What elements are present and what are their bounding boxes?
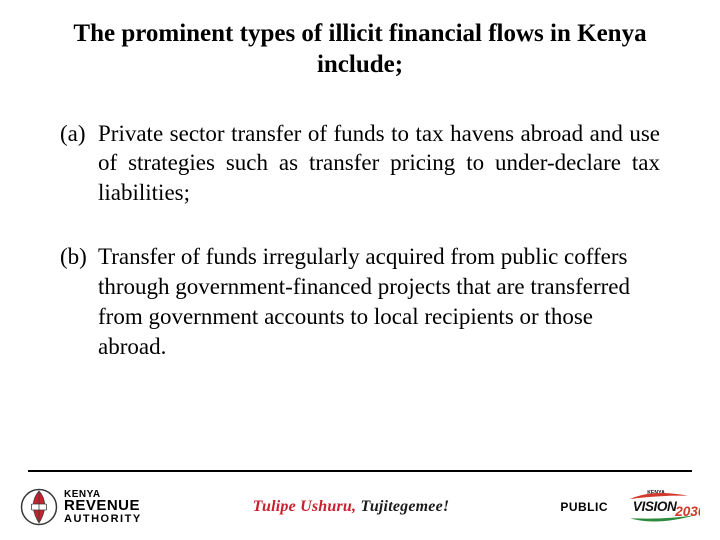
vision-2030-logo: KENYA VISION 2030: [628, 486, 700, 528]
slogan: Tulipe Ushuru, Tujitegemee!: [253, 498, 450, 516]
svg-text:VISION: VISION: [633, 499, 678, 514]
kra-line3: AUTHORITY: [64, 514, 142, 524]
slogan-part2: Tujitegemee!: [360, 498, 449, 515]
slide: The prominent types of illicit financial…: [0, 0, 720, 540]
classification-label: PUBLIC: [560, 500, 608, 514]
content-list: (a)Private sector transfer of funds to t…: [50, 119, 670, 362]
list-item-text: Transfer of funds irregularly acquired f…: [98, 242, 660, 362]
svg-text:2030: 2030: [674, 504, 700, 519]
slogan-part1: Tulipe Ushuru,: [253, 498, 357, 515]
kra-text: KENYA REVENUE AUTHORITY: [64, 490, 142, 524]
footer: KENYA REVENUE AUTHORITY Tulipe Ushuru, T…: [0, 470, 720, 540]
footer-right: PUBLIC KENYA VISION 2030: [560, 486, 700, 528]
list-item: (b)Transfer of funds irregularly acquire…: [60, 242, 660, 362]
kra-emblem-icon: [20, 488, 58, 526]
list-item-text: Private sector transfer of funds to tax …: [98, 119, 660, 209]
footer-divider: [28, 470, 692, 472]
list-item-marker: (a): [60, 119, 98, 209]
slide-title: The prominent types of illicit financial…: [50, 18, 670, 81]
list-item: (a)Private sector transfer of funds to t…: [60, 119, 660, 209]
list-item-marker: (b): [60, 242, 98, 362]
kra-logo: KENYA REVENUE AUTHORITY: [20, 488, 142, 526]
footer-inner: KENYA REVENUE AUTHORITY Tulipe Ushuru, T…: [20, 482, 700, 532]
kra-line2: REVENUE: [64, 499, 142, 513]
